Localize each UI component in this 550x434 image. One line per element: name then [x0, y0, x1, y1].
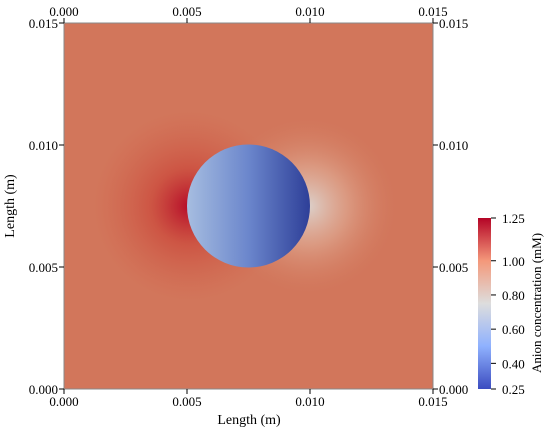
- x-axis-bottom-ticks: 0.000 0.005 0.010 0.015: [49, 389, 448, 409]
- x-axis-top-ticks: 0.000 0.005 0.010 0.015: [49, 4, 448, 23]
- x-tick-label: 0.000: [49, 394, 78, 409]
- y-tick-label: 0.015: [29, 16, 58, 31]
- y-right-tick-label: 0.000: [439, 382, 468, 397]
- colorbar-tick-label: 1.00: [502, 254, 525, 269]
- colorbar-tick-label: 0.40: [502, 356, 525, 371]
- y-right-tick-label: 0.015: [439, 16, 468, 31]
- y-tick-label: 0.005: [29, 260, 58, 275]
- x-tick-label: 0.015: [418, 394, 447, 409]
- colorbar-gradient: [478, 218, 491, 389]
- y-tick-label: 0.000: [29, 382, 58, 397]
- x-tick-label: 0.010: [295, 394, 324, 409]
- x-top-tick-label: 0.010: [295, 4, 324, 19]
- plot-area: [63, 22, 434, 390]
- y-axis-title: Length (m): [3, 174, 18, 238]
- circular-particle: [187, 144, 310, 268]
- x-axis-title: Length (m): [217, 413, 281, 428]
- colorbar-tick-label: 0.25: [502, 382, 525, 397]
- x-top-tick-label: 0.005: [172, 4, 201, 19]
- colorbar-tick-label: 0.80: [502, 288, 525, 303]
- colorbar-ticks: 0.25 0.40 0.60 0.80 1.00 1.25: [491, 211, 525, 397]
- colorbar: 0.25 0.40 0.60 0.80 1.00 1.25 Anion concentra…: [478, 211, 544, 397]
- y-axis-right-ticks: 0.000 0.005 0.010 0.015: [433, 16, 468, 397]
- y-tick-label: 0.010: [29, 138, 58, 153]
- colorbar-tick-label: 1.25: [502, 211, 525, 226]
- plot-frame: [63, 22, 434, 390]
- x-tick-label: 0.005: [172, 394, 201, 409]
- colorbar-tick-label: 0.60: [502, 322, 525, 337]
- y-right-tick-label: 0.005: [439, 260, 468, 275]
- colorbar-title: Anion concentration (mM): [529, 233, 544, 373]
- y-axis-left-ticks: 0.000 0.005 0.010 0.015: [29, 16, 64, 397]
- x-top-tick-label: 0.015: [418, 4, 447, 19]
- x-top-tick-label: 0.000: [49, 4, 78, 19]
- y-right-tick-label: 0.010: [439, 138, 468, 153]
